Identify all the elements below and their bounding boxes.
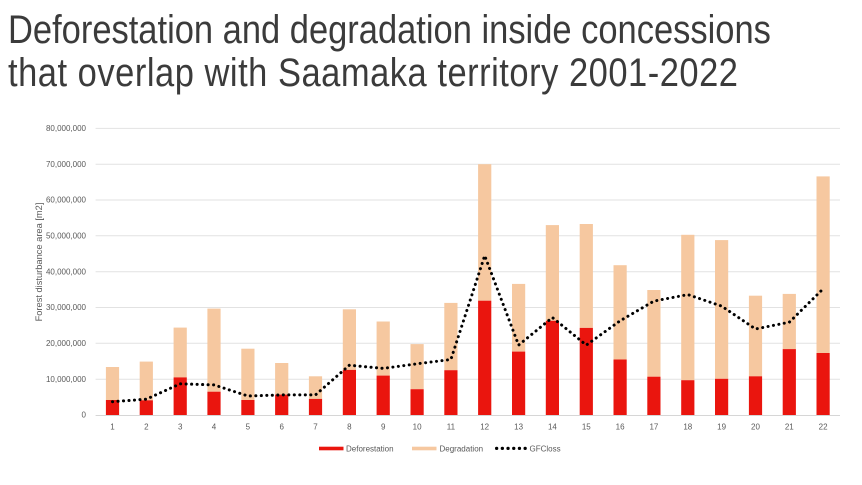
svg-text:40,000,000: 40,000,000 xyxy=(46,267,87,276)
svg-text:0: 0 xyxy=(82,411,87,420)
svg-text:22: 22 xyxy=(819,423,828,432)
svg-text:5: 5 xyxy=(246,423,251,432)
svg-text:GFCloss: GFCloss xyxy=(530,445,561,454)
svg-text:14: 14 xyxy=(548,423,557,432)
svg-text:80,000,000: 80,000,000 xyxy=(46,124,87,133)
svg-text:19: 19 xyxy=(717,423,726,432)
svg-text:70,000,000: 70,000,000 xyxy=(46,160,87,169)
svg-text:6: 6 xyxy=(279,423,284,432)
svg-text:50,000,000: 50,000,000 xyxy=(46,231,87,240)
svg-text:4: 4 xyxy=(212,423,217,432)
svg-text:60,000,000: 60,000,000 xyxy=(46,196,87,205)
svg-text:17: 17 xyxy=(649,423,658,432)
svg-text:9: 9 xyxy=(381,423,386,432)
svg-text:21: 21 xyxy=(785,423,794,432)
svg-text:20,000,000: 20,000,000 xyxy=(46,339,87,348)
svg-text:7: 7 xyxy=(313,423,318,432)
svg-text:Deforestation: Deforestation xyxy=(346,445,394,454)
svg-text:Forest disturbance area [m2]: Forest disturbance area [m2] xyxy=(34,203,44,322)
svg-text:Degradation: Degradation xyxy=(440,445,484,454)
svg-text:3: 3 xyxy=(178,423,183,432)
svg-text:15: 15 xyxy=(582,423,591,432)
svg-text:10: 10 xyxy=(413,423,422,432)
svg-text:10,000,000: 10,000,000 xyxy=(46,375,87,384)
svg-text:1: 1 xyxy=(110,423,115,432)
svg-text:11: 11 xyxy=(447,423,456,432)
svg-text:13: 13 xyxy=(514,423,523,432)
svg-text:18: 18 xyxy=(683,423,692,432)
svg-text:8: 8 xyxy=(347,423,352,432)
svg-text:16: 16 xyxy=(616,423,625,432)
svg-text:20: 20 xyxy=(751,423,760,432)
svg-text:12: 12 xyxy=(480,423,489,432)
svg-text:2: 2 xyxy=(144,423,149,432)
svg-text:30,000,000: 30,000,000 xyxy=(46,303,87,312)
